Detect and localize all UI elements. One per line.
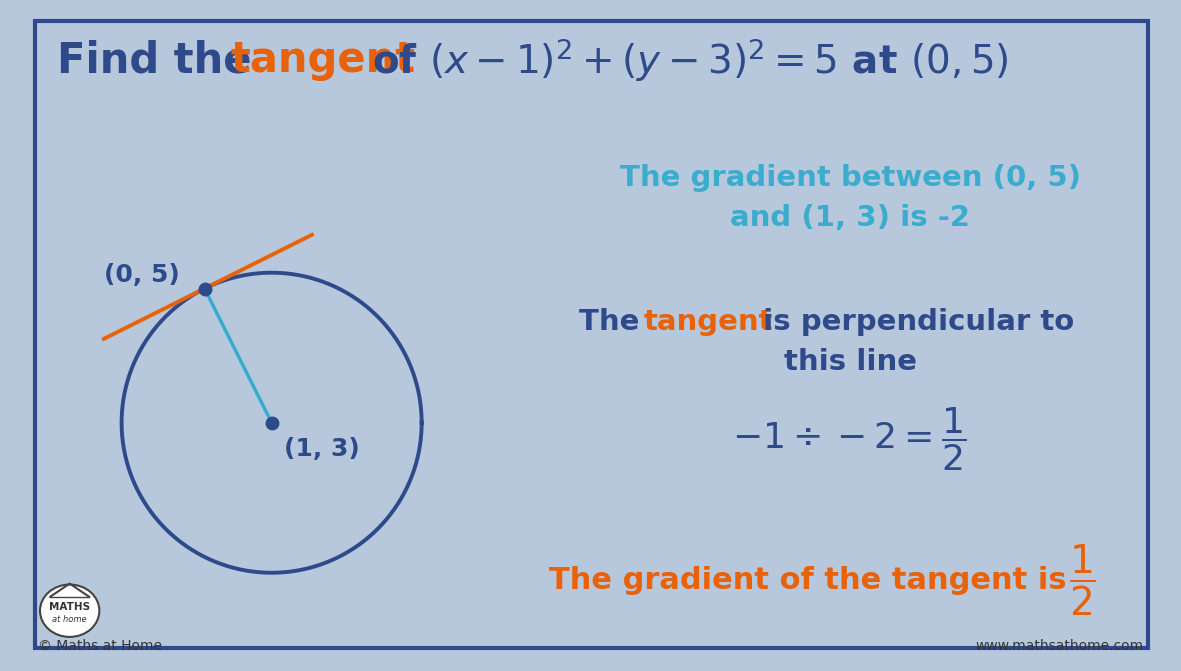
- Text: $-1 \div -2 = \dfrac{1}{2}$: $-1 \div -2 = \dfrac{1}{2}$: [732, 406, 966, 473]
- Text: The gradient of the tangent is: The gradient of the tangent is: [549, 566, 1077, 595]
- Text: is perpendicular to: is perpendicular to: [753, 308, 1075, 336]
- Text: The: The: [579, 308, 650, 336]
- Text: $\dfrac{1}{2}$: $\dfrac{1}{2}$: [1069, 543, 1096, 618]
- Text: of $(x - 1)^2 + (y - 3)^2 = 5$ at $(0, 5)$: of $(x - 1)^2 + (y - 3)^2 = 5$ at $(0, 5…: [372, 36, 1009, 85]
- Text: www.mathsathome.com: www.mathsathome.com: [976, 639, 1143, 652]
- Text: The gradient between (0, 5): The gradient between (0, 5): [620, 164, 1081, 192]
- Text: at home: at home: [52, 615, 87, 623]
- Text: MATHS: MATHS: [50, 602, 90, 612]
- Text: and (1, 3) is -2: and (1, 3) is -2: [730, 204, 971, 232]
- Text: tangent: tangent: [230, 40, 416, 81]
- Text: tangent: tangent: [644, 308, 774, 336]
- Text: Find the: Find the: [57, 40, 266, 81]
- Text: this line: this line: [784, 348, 916, 376]
- Text: (1, 3): (1, 3): [283, 437, 359, 461]
- Text: © Maths at Home: © Maths at Home: [38, 639, 162, 652]
- Ellipse shape: [40, 584, 99, 637]
- Text: (0, 5): (0, 5): [104, 263, 180, 287]
